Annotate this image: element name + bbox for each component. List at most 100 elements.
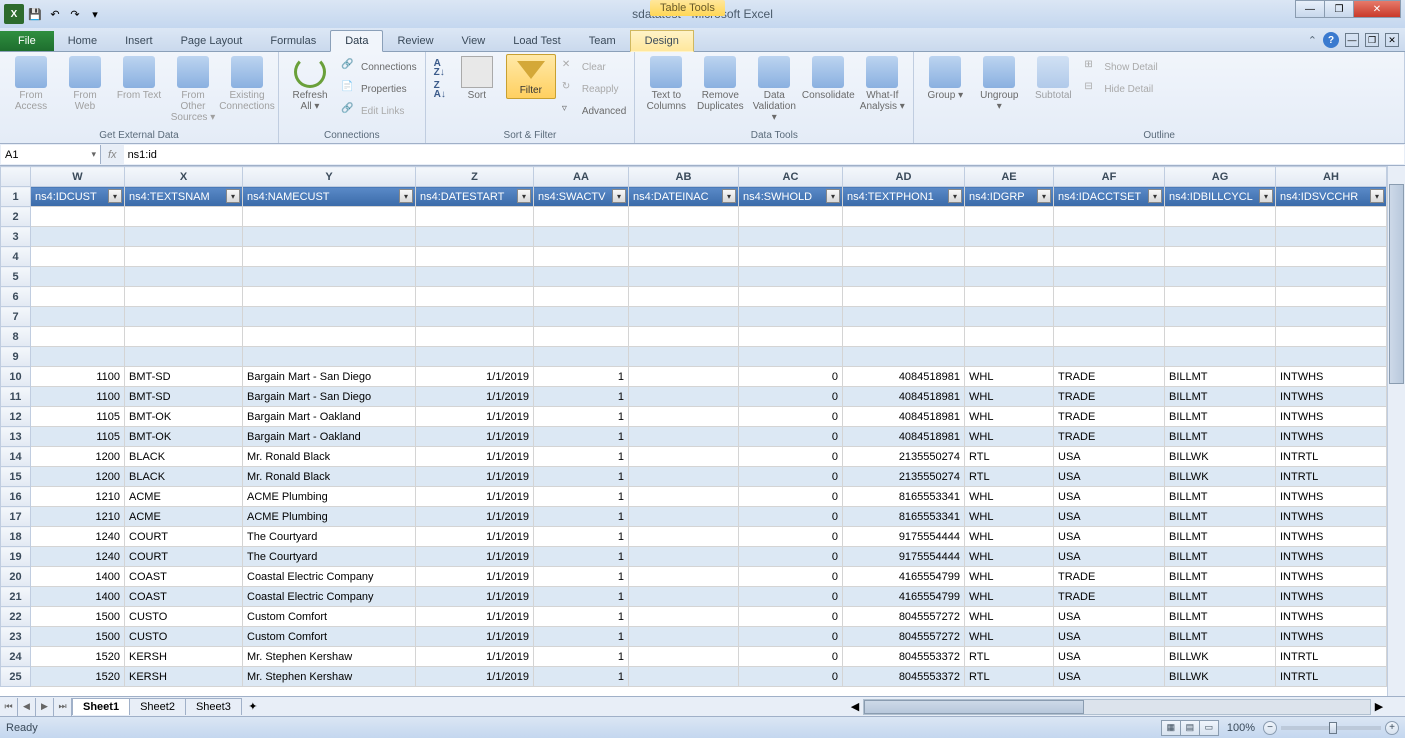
sort-button[interactable]: Sort bbox=[452, 54, 502, 103]
cell[interactable]: 1 bbox=[534, 547, 629, 567]
reapply-button[interactable]: ↻Reapply bbox=[560, 80, 628, 98]
filter-button[interactable]: Filter bbox=[506, 54, 556, 99]
cell[interactable] bbox=[629, 267, 739, 287]
cell[interactable]: WHL bbox=[965, 427, 1054, 447]
cell[interactable] bbox=[1276, 247, 1387, 267]
cell[interactable]: 0 bbox=[739, 547, 843, 567]
minimize-button[interactable]: — bbox=[1295, 0, 1325, 18]
row-header[interactable]: 17 bbox=[1, 507, 31, 527]
from-text-button[interactable]: From Text bbox=[114, 54, 164, 103]
tab-formulas[interactable]: Formulas bbox=[256, 31, 330, 51]
cell[interactable] bbox=[31, 227, 125, 247]
row-header[interactable]: 22 bbox=[1, 607, 31, 627]
cell[interactable]: Bargain Mart - San Diego bbox=[243, 367, 416, 387]
cell[interactable] bbox=[1165, 327, 1276, 347]
cell[interactable]: INTWHS bbox=[1276, 407, 1387, 427]
cell[interactable]: 1 bbox=[534, 527, 629, 547]
cell[interactable]: USA bbox=[1054, 627, 1165, 647]
cell[interactable] bbox=[843, 267, 965, 287]
cell[interactable]: INTWHS bbox=[1276, 387, 1387, 407]
cell[interactable] bbox=[125, 227, 243, 247]
cell[interactable] bbox=[125, 307, 243, 327]
cell[interactable]: 1500 bbox=[31, 607, 125, 627]
cell[interactable]: ACME Plumbing bbox=[243, 507, 416, 527]
column-header[interactable]: AF bbox=[1054, 167, 1165, 187]
table-column-header[interactable]: ns4:SWHOLD▾ bbox=[739, 187, 843, 207]
cell[interactable] bbox=[629, 527, 739, 547]
cell[interactable] bbox=[843, 207, 965, 227]
cell[interactable]: BILLMT bbox=[1165, 587, 1276, 607]
cell[interactable]: TRADE bbox=[1054, 567, 1165, 587]
cell[interactable]: BMT-OK bbox=[125, 407, 243, 427]
cell[interactable]: 1400 bbox=[31, 567, 125, 587]
cell[interactable] bbox=[243, 267, 416, 287]
row-header[interactable]: 19 bbox=[1, 547, 31, 567]
cell[interactable] bbox=[629, 467, 739, 487]
cell[interactable]: Mr. Ronald Black bbox=[243, 447, 416, 467]
cell[interactable]: Coastal Electric Company bbox=[243, 567, 416, 587]
cell[interactable] bbox=[1054, 207, 1165, 227]
cell[interactable] bbox=[125, 207, 243, 227]
cell[interactable] bbox=[416, 307, 534, 327]
row-header[interactable]: 8 bbox=[1, 327, 31, 347]
cell[interactable]: INTWHS bbox=[1276, 487, 1387, 507]
cell[interactable] bbox=[629, 327, 739, 347]
sheet-nav-prev[interactable]: ◀ bbox=[18, 698, 36, 716]
zoom-out-button[interactable]: − bbox=[1263, 721, 1277, 735]
table-column-header[interactable]: ns4:NAMECUST▾ bbox=[243, 187, 416, 207]
cell[interactable]: WHL bbox=[965, 547, 1054, 567]
cell[interactable]: BILLWK bbox=[1165, 467, 1276, 487]
what-if-button[interactable]: What-If Analysis ▾ bbox=[857, 54, 907, 114]
cell[interactable]: 4084518981 bbox=[843, 367, 965, 387]
sort-za-button[interactable]: ZA↓ bbox=[432, 80, 448, 100]
column-header[interactable]: Y bbox=[243, 167, 416, 187]
filter-dropdown-icon[interactable]: ▾ bbox=[1148, 189, 1162, 203]
cell[interactable] bbox=[843, 327, 965, 347]
cell[interactable]: 1 bbox=[534, 667, 629, 687]
cell[interactable]: BILLMT bbox=[1165, 627, 1276, 647]
cell[interactable] bbox=[243, 207, 416, 227]
cell[interactable] bbox=[629, 287, 739, 307]
cell[interactable]: 1 bbox=[534, 387, 629, 407]
cell[interactable] bbox=[1276, 287, 1387, 307]
row-header[interactable]: 18 bbox=[1, 527, 31, 547]
tab-view[interactable]: View bbox=[448, 31, 500, 51]
cell[interactable]: 1 bbox=[534, 507, 629, 527]
cell[interactable]: 1/1/2019 bbox=[416, 627, 534, 647]
cell[interactable]: 1/1/2019 bbox=[416, 667, 534, 687]
normal-view-button[interactable]: ▦ bbox=[1161, 720, 1181, 736]
cell[interactable] bbox=[843, 247, 965, 267]
cell[interactable] bbox=[629, 487, 739, 507]
row-header[interactable]: 2 bbox=[1, 207, 31, 227]
cell[interactable]: 1240 bbox=[31, 527, 125, 547]
cell[interactable]: INTWHS bbox=[1276, 567, 1387, 587]
cell[interactable] bbox=[416, 227, 534, 247]
clear-filter-button[interactable]: ✕Clear bbox=[560, 58, 628, 76]
cell[interactable]: COAST bbox=[125, 587, 243, 607]
cell[interactable]: RTL bbox=[965, 647, 1054, 667]
cell[interactable]: BILLWK bbox=[1165, 647, 1276, 667]
tab-data[interactable]: Data bbox=[330, 30, 383, 52]
cell[interactable]: 8045557272 bbox=[843, 627, 965, 647]
cell[interactable]: BLACK bbox=[125, 467, 243, 487]
cell[interactable]: Bargain Mart - Oakland bbox=[243, 407, 416, 427]
cell[interactable]: INTWHS bbox=[1276, 527, 1387, 547]
cell[interactable]: 1/1/2019 bbox=[416, 647, 534, 667]
column-header[interactable]: AA bbox=[534, 167, 629, 187]
subtotal-button[interactable]: Subtotal bbox=[1028, 54, 1078, 103]
remove-duplicates-button[interactable]: Remove Duplicates bbox=[695, 54, 745, 114]
cell[interactable]: 1 bbox=[534, 587, 629, 607]
table-column-header[interactable]: ns4:IDGRP▾ bbox=[965, 187, 1054, 207]
cell[interactable]: BILLMT bbox=[1165, 427, 1276, 447]
cell[interactable]: TRADE bbox=[1054, 427, 1165, 447]
filter-dropdown-icon[interactable]: ▾ bbox=[612, 189, 626, 203]
cell[interactable] bbox=[534, 247, 629, 267]
sheet-nav-last[interactable]: ⏭ bbox=[54, 698, 72, 716]
row-header[interactable]: 11 bbox=[1, 387, 31, 407]
cell[interactable]: INTRTL bbox=[1276, 647, 1387, 667]
cell[interactable] bbox=[125, 247, 243, 267]
cell[interactable] bbox=[629, 507, 739, 527]
sort-az-button[interactable]: AZ↓ bbox=[432, 58, 448, 78]
cell[interactable] bbox=[739, 207, 843, 227]
filter-dropdown-icon[interactable]: ▾ bbox=[517, 189, 531, 203]
